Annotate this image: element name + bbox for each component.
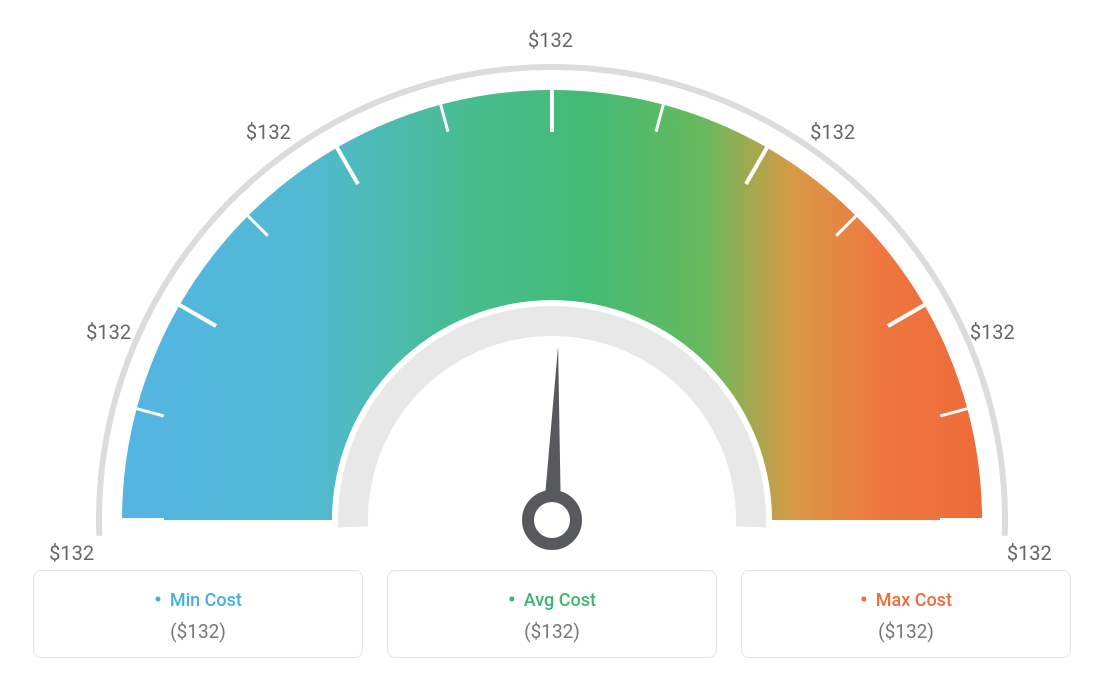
gauge-tick-label: $132 [246, 120, 291, 144]
legend-min-value: ($132) [34, 620, 362, 643]
gauge-hub [528, 496, 576, 544]
legend-max-value: ($132) [742, 620, 1070, 643]
gauge-tick-label: $132 [49, 541, 94, 565]
gauge-tick-label: $132 [970, 320, 1015, 344]
legend-card-avg: Avg Cost ($132) [387, 570, 717, 658]
legend-avg-value: ($132) [388, 620, 716, 643]
legend-card-min: Min Cost ($132) [33, 570, 363, 658]
gauge-tick-label: $132 [810, 120, 855, 144]
gauge-chart: $132$132$132$132$132$132$132 [22, 20, 1082, 560]
legend-max-label: Max Cost [742, 587, 1070, 612]
legend-row: Min Cost ($132) Avg Cost ($132) Max Cost… [20, 570, 1084, 658]
gauge-tick-label: $132 [528, 28, 573, 52]
gauge-tick-label: $132 [86, 320, 131, 344]
legend-card-max: Max Cost ($132) [741, 570, 1071, 658]
gauge-tick-label: $132 [1007, 541, 1052, 565]
legend-avg-label: Avg Cost [388, 587, 716, 612]
legend-min-label: Min Cost [34, 587, 362, 612]
gauge-svg [22, 20, 1082, 560]
